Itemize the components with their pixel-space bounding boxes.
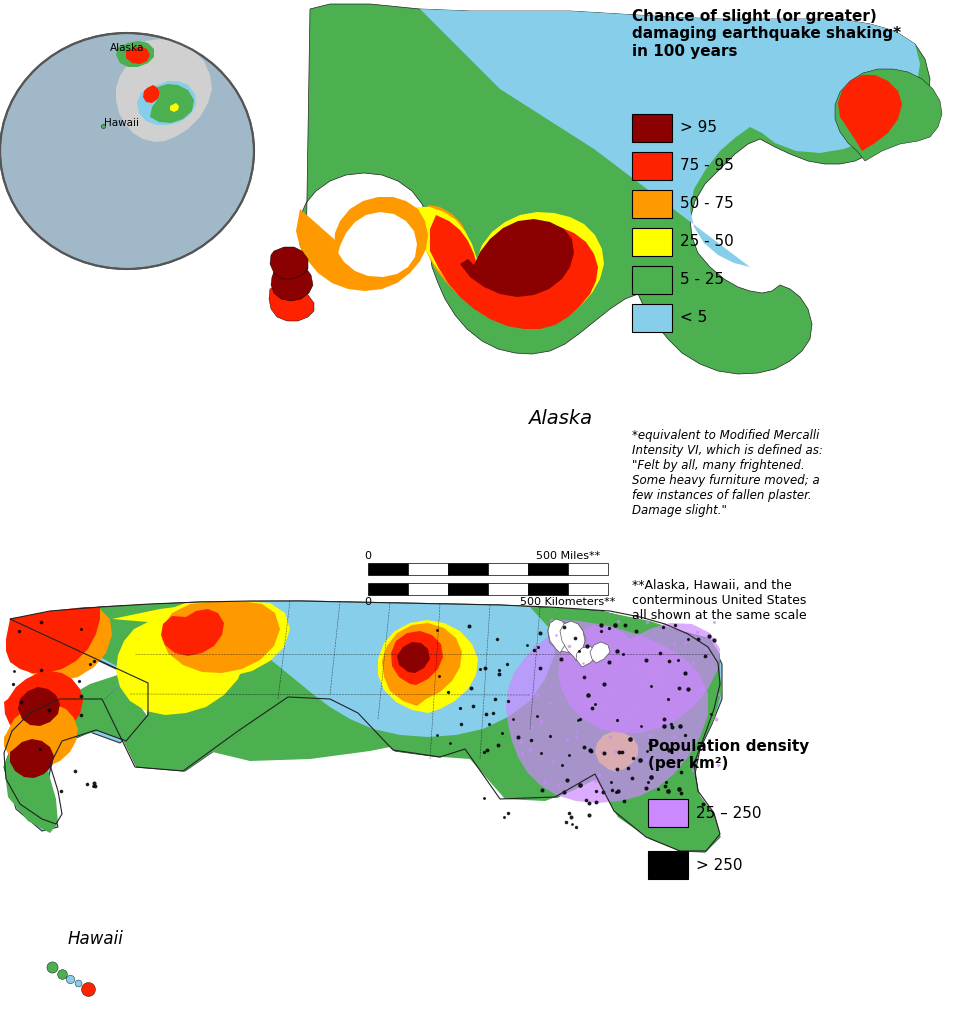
Polygon shape <box>298 4 930 374</box>
Bar <box>568 583 608 595</box>
Bar <box>648 799 688 827</box>
Text: Alaska: Alaska <box>109 43 144 53</box>
Bar <box>408 563 448 575</box>
Polygon shape <box>161 609 224 656</box>
Polygon shape <box>270 247 308 279</box>
Polygon shape <box>382 623 462 706</box>
Ellipse shape <box>0 33 254 269</box>
Polygon shape <box>558 623 720 733</box>
Polygon shape <box>576 646 596 667</box>
Polygon shape <box>103 607 722 852</box>
Polygon shape <box>200 601 555 737</box>
Text: 75 - 95: 75 - 95 <box>680 158 733 174</box>
Bar <box>448 583 488 595</box>
Bar <box>632 190 672 218</box>
Bar <box>648 851 688 879</box>
Polygon shape <box>116 39 212 142</box>
Polygon shape <box>548 623 586 653</box>
Text: 5 - 25: 5 - 25 <box>680 272 724 288</box>
Polygon shape <box>506 619 708 803</box>
Polygon shape <box>126 46 150 64</box>
Polygon shape <box>160 601 290 676</box>
Bar <box>632 114 672 142</box>
Polygon shape <box>296 197 428 291</box>
Polygon shape <box>137 81 196 125</box>
Text: 500 Miles**: 500 Miles** <box>536 551 600 561</box>
Polygon shape <box>4 671 83 737</box>
Bar <box>488 583 528 595</box>
Polygon shape <box>162 601 280 673</box>
Text: Alaska: Alaska <box>528 410 592 429</box>
Text: Hawaii: Hawaii <box>104 118 139 128</box>
Text: 25 – 250: 25 – 250 <box>696 805 761 820</box>
Text: 0: 0 <box>365 551 372 561</box>
Polygon shape <box>548 619 568 653</box>
Polygon shape <box>4 704 78 769</box>
Polygon shape <box>595 731 638 772</box>
Polygon shape <box>418 205 600 324</box>
Polygon shape <box>430 215 598 329</box>
Polygon shape <box>10 739 54 778</box>
Polygon shape <box>838 75 902 151</box>
Bar <box>632 228 672 256</box>
Bar <box>568 563 608 575</box>
Polygon shape <box>143 85 160 103</box>
Bar <box>448 563 488 575</box>
Text: > 250: > 250 <box>696 858 742 873</box>
Text: *equivalent to Modified Mercalli
Intensity VI, which is defined as:
"Felt by all: *equivalent to Modified Mercalli Intensi… <box>632 429 823 517</box>
Bar <box>368 583 408 595</box>
Text: Chance of slight (or greater)
damaging earthquake shaking*
in 100 years: Chance of slight (or greater) damaging e… <box>632 9 901 59</box>
Text: 500 Kilometers**: 500 Kilometers** <box>520 597 615 607</box>
Text: **Alaska, Hawaii, and the
conterminous United States
all shown at the same scale: **Alaska, Hawaii, and the conterminous U… <box>632 579 806 622</box>
Text: 0: 0 <box>365 597 372 607</box>
Bar <box>265 0 960 624</box>
Polygon shape <box>405 207 604 323</box>
Polygon shape <box>6 607 100 673</box>
Polygon shape <box>391 631 443 685</box>
Polygon shape <box>835 69 942 161</box>
Polygon shape <box>150 84 194 123</box>
Polygon shape <box>378 620 478 713</box>
Polygon shape <box>4 601 722 852</box>
Bar <box>408 583 448 595</box>
Polygon shape <box>460 219 574 297</box>
Polygon shape <box>16 609 112 681</box>
Text: 25 - 50: 25 - 50 <box>680 234 733 249</box>
Bar <box>632 152 672 180</box>
Bar <box>488 563 528 575</box>
Polygon shape <box>48 604 252 711</box>
Bar <box>632 266 672 294</box>
Bar <box>632 304 672 332</box>
Polygon shape <box>397 642 430 673</box>
Polygon shape <box>560 621 585 661</box>
Text: Hawaii: Hawaii <box>67 930 123 948</box>
Polygon shape <box>116 41 154 67</box>
Text: > 95: > 95 <box>680 120 717 135</box>
Bar <box>368 563 408 575</box>
Polygon shape <box>4 601 720 851</box>
Polygon shape <box>112 604 248 715</box>
Bar <box>528 563 568 575</box>
Polygon shape <box>18 687 60 726</box>
Polygon shape <box>170 103 179 112</box>
Polygon shape <box>269 284 314 321</box>
Text: Population density
(per km²): Population density (per km²) <box>648 739 809 772</box>
Text: < 5: < 5 <box>680 311 708 326</box>
Polygon shape <box>590 642 610 663</box>
Polygon shape <box>271 263 313 301</box>
Polygon shape <box>420 9 920 267</box>
Text: 50 - 75: 50 - 75 <box>680 197 733 212</box>
Bar <box>528 583 568 595</box>
